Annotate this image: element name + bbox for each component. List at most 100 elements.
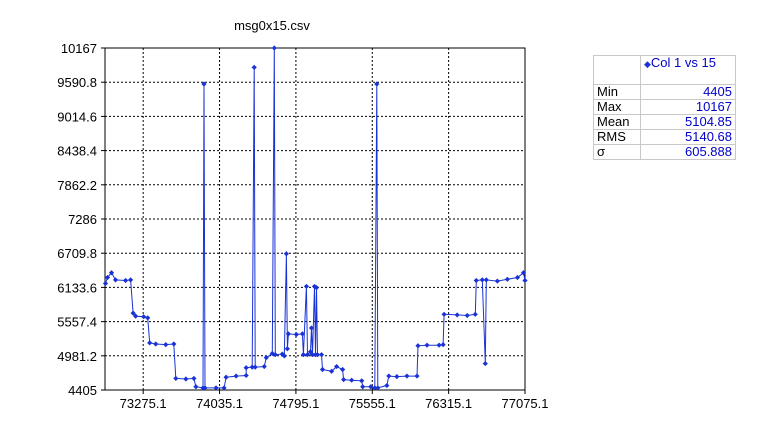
data-point: [285, 331, 291, 337]
stats-row-max: Max 10167: [593, 99, 736, 115]
data-point: [271, 45, 277, 51]
data-point: [202, 385, 208, 391]
data-point: [299, 331, 306, 337]
legend-entry: ◆Col 1 vs 15: [640, 55, 736, 85]
data-point: [183, 376, 189, 382]
data-point: [213, 385, 219, 391]
data-point: [436, 342, 442, 348]
legend-series-name: Col 1 vs 15: [650, 55, 716, 70]
stats-row-rms: RMS 5140.68: [593, 129, 736, 145]
stats-row-sigma: σ 605.888: [593, 144, 736, 160]
data-point: [504, 276, 511, 282]
data-point: [171, 341, 177, 347]
data-point: [479, 277, 485, 283]
stats-table: ◆Col 1 vs 15 Min 4405 Max 10167 Mean 510…: [593, 55, 736, 160]
data-point: [279, 351, 285, 357]
data-point: [464, 312, 470, 319]
data-point: [328, 368, 335, 374]
y-tick-label: 9014.6: [57, 109, 97, 124]
y-tick-label: 4405: [68, 383, 97, 398]
data-point: [494, 278, 500, 284]
data-point: [414, 373, 420, 379]
data-point: [314, 352, 321, 358]
data-point: [359, 378, 365, 384]
data-point: [309, 352, 316, 358]
data-point: [374, 81, 380, 87]
data-point: [349, 377, 355, 383]
data-point: [108, 270, 115, 276]
data-point: [102, 280, 109, 287]
y-tick-label: 8438.4: [57, 144, 97, 159]
x-tick-label: 74795.1: [272, 396, 319, 411]
data-point: [360, 384, 366, 390]
data-point: [514, 274, 521, 281]
data-point: [130, 310, 136, 316]
data-point: [243, 372, 249, 379]
data-point: [193, 384, 199, 390]
data-point: [440, 341, 446, 348]
data-point: [147, 340, 153, 346]
y-tick-label: 7862.2: [57, 178, 97, 193]
data-point: [104, 274, 111, 281]
x-tick-label: 73275.1: [120, 396, 167, 411]
data-point: [303, 283, 310, 290]
data-point: [441, 311, 447, 317]
x-tick-label: 76315.1: [425, 396, 472, 411]
data-point: [333, 363, 340, 370]
x-tick-label: 74035.1: [196, 396, 243, 411]
data-point: [304, 352, 311, 358]
data-point: [482, 360, 488, 367]
data-point: [319, 366, 326, 373]
y-tick-label: 7286: [68, 212, 97, 227]
y-tick-label: 5557.4: [57, 315, 97, 330]
data-point: [372, 385, 378, 391]
data-point: [133, 313, 139, 319]
data-point: [128, 277, 134, 283]
data-point: [233, 373, 239, 379]
data-point: [404, 373, 410, 379]
data-point: [284, 346, 290, 352]
data-point: [341, 377, 347, 383]
data-point: [483, 277, 489, 283]
data-point: [472, 311, 478, 317]
x-tick-label: 75555.1: [349, 396, 396, 411]
data-point: [308, 325, 315, 331]
data-point: [318, 352, 325, 358]
y-tick-label: 10167: [61, 41, 97, 56]
data-point: [153, 341, 159, 347]
data-point: [251, 64, 257, 71]
data-point: [313, 285, 320, 291]
data-point: [386, 373, 392, 379]
data-point: [415, 343, 421, 349]
data-point: [311, 283, 318, 290]
data-point: [252, 364, 258, 370]
data-point: [307, 349, 314, 355]
x-tick-label: 77075.1: [502, 396, 549, 411]
y-axis-ticks: 10167 9590.8 9014.6 8438.4 7862.2 7286 6709.8 6…: [57, 41, 105, 398]
y-tick-label: 4981.2: [57, 349, 97, 364]
data-point: [201, 81, 207, 87]
data-point: [473, 277, 479, 284]
data-point: [243, 365, 249, 371]
data-point: [221, 385, 227, 391]
x-axis-ticks: 73275.1 74035.1 74795.1 75555.1 76315.1 77075…: [120, 390, 549, 411]
data-point: [122, 277, 129, 284]
y-tick-label: 6709.8: [57, 246, 97, 261]
data-point: [191, 375, 197, 382]
data-point: [112, 277, 119, 283]
data-point: [424, 342, 430, 348]
stats-header-row: ◆Col 1 vs 15: [593, 55, 736, 85]
series-col-1-vs-15: [102, 45, 528, 391]
data-point: [281, 353, 287, 359]
data-point: [520, 270, 527, 276]
data-point: [145, 315, 151, 321]
data-point: [293, 331, 300, 338]
data-point: [223, 374, 229, 380]
data-point: [263, 355, 269, 361]
data-point: [340, 366, 346, 373]
y-tick-label: 9590.8: [57, 75, 97, 90]
data-point: [261, 363, 267, 370]
data-point: [384, 382, 390, 389]
data-point: [249, 364, 255, 370]
